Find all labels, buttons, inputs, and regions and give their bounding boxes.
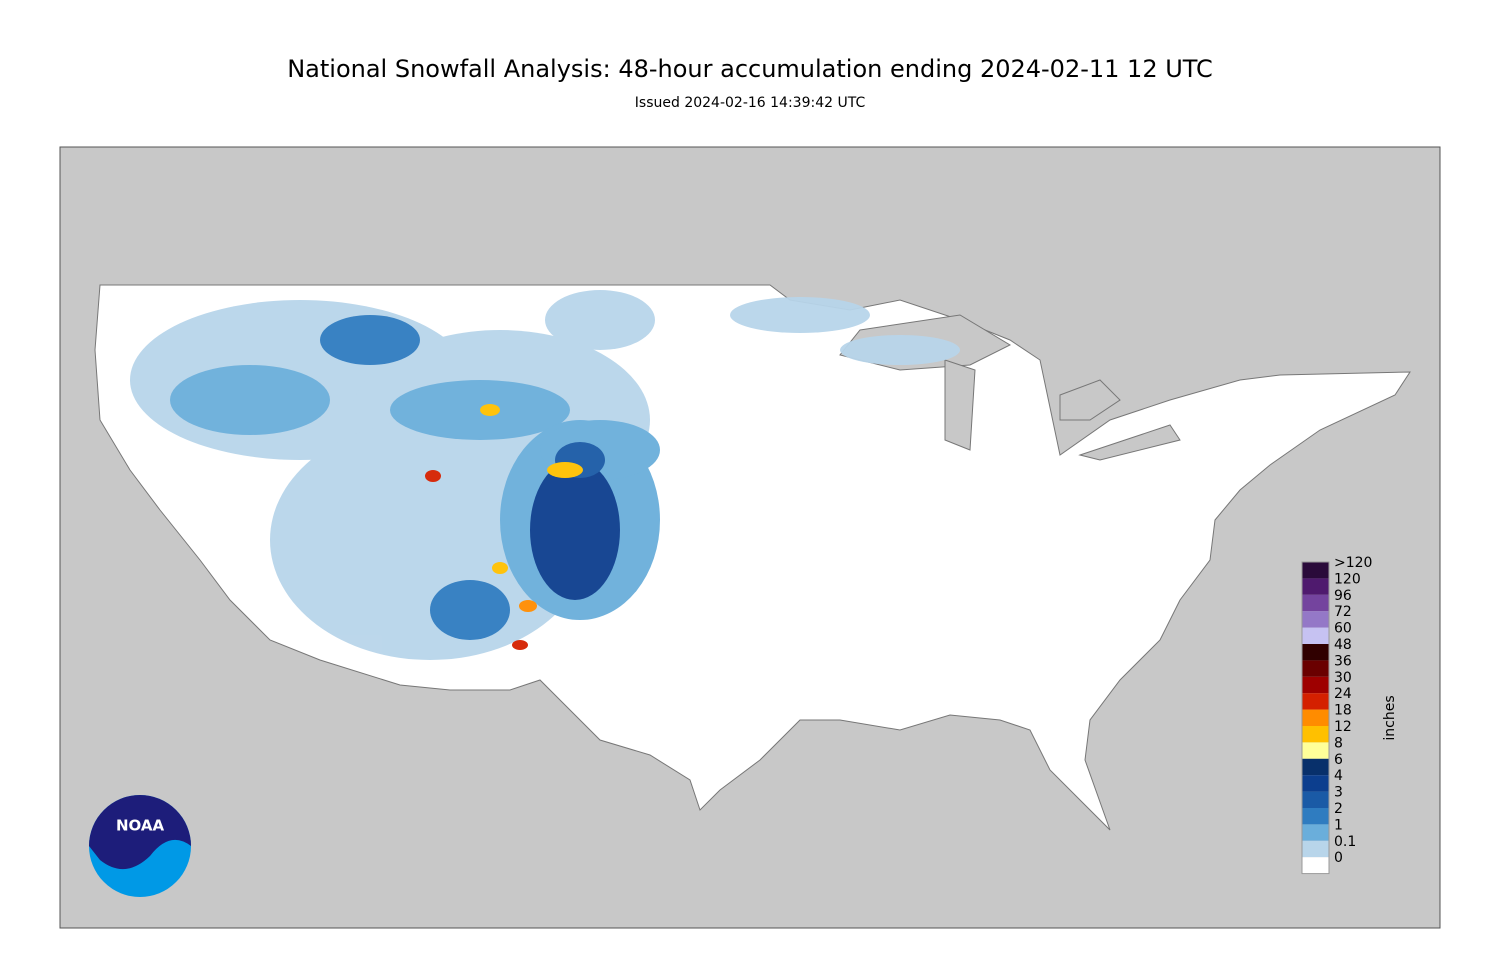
legend-title: inches: [1382, 695, 1398, 740]
legend-label: 8: [1334, 735, 1343, 751]
legend-label: >120: [1334, 555, 1372, 571]
legend-label: 48: [1334, 637, 1352, 653]
legend-swatch: [1302, 808, 1329, 825]
legend-swatch: [1302, 857, 1329, 874]
legend-swatch: [1302, 594, 1329, 612]
legend-label: 36: [1334, 653, 1352, 669]
legend-swatch: [1302, 676, 1329, 694]
legend-label: 72: [1334, 604, 1352, 620]
legend-swatch: [1302, 562, 1329, 579]
legend-swatch: [1302, 775, 1329, 792]
subtitle: Issued 2024-02-16 14:39:42 UTC: [635, 95, 866, 111]
noaa-logo: NOAA: [89, 795, 191, 897]
map: [59, 146, 1441, 929]
legend-label: 18: [1334, 703, 1352, 719]
legend-label: 0: [1334, 850, 1343, 866]
legend-swatch: [1302, 627, 1329, 644]
legend-label: 24: [1334, 686, 1352, 702]
legend-swatch: [1302, 726, 1329, 743]
title: National Snowfall Analysis: 48-hour accu…: [287, 55, 1213, 83]
legend-swatch: [1302, 758, 1329, 776]
legend-label: 96: [1334, 588, 1352, 604]
legend-swatch: [1302, 578, 1329, 595]
legend-swatch: [1302, 791, 1329, 808]
legend-label: 12: [1334, 719, 1352, 735]
legend-swatch: [1302, 742, 1329, 759]
legend-label: 3: [1334, 785, 1343, 801]
legend-swatch: [1302, 660, 1329, 677]
legend-border: [1301, 561, 1330, 875]
legend-label: 60: [1334, 621, 1352, 637]
legend-label: 30: [1334, 670, 1352, 686]
legend-label: 0.1: [1334, 834, 1356, 850]
logo-text: NOAA: [116, 817, 165, 835]
legend-swatch: [1302, 709, 1329, 726]
legend-swatch: [1302, 611, 1329, 628]
legend-swatch: [1302, 840, 1329, 858]
legend-label: 120: [1334, 571, 1361, 587]
legend-swatch: [1302, 644, 1329, 661]
legend-swatch: [1302, 693, 1329, 710]
legend-label: 1: [1334, 817, 1343, 833]
legend-label: 2: [1334, 801, 1343, 817]
legend-label: 6: [1334, 752, 1343, 768]
legend-label: 4: [1334, 768, 1343, 784]
legend-swatch: [1302, 824, 1329, 841]
